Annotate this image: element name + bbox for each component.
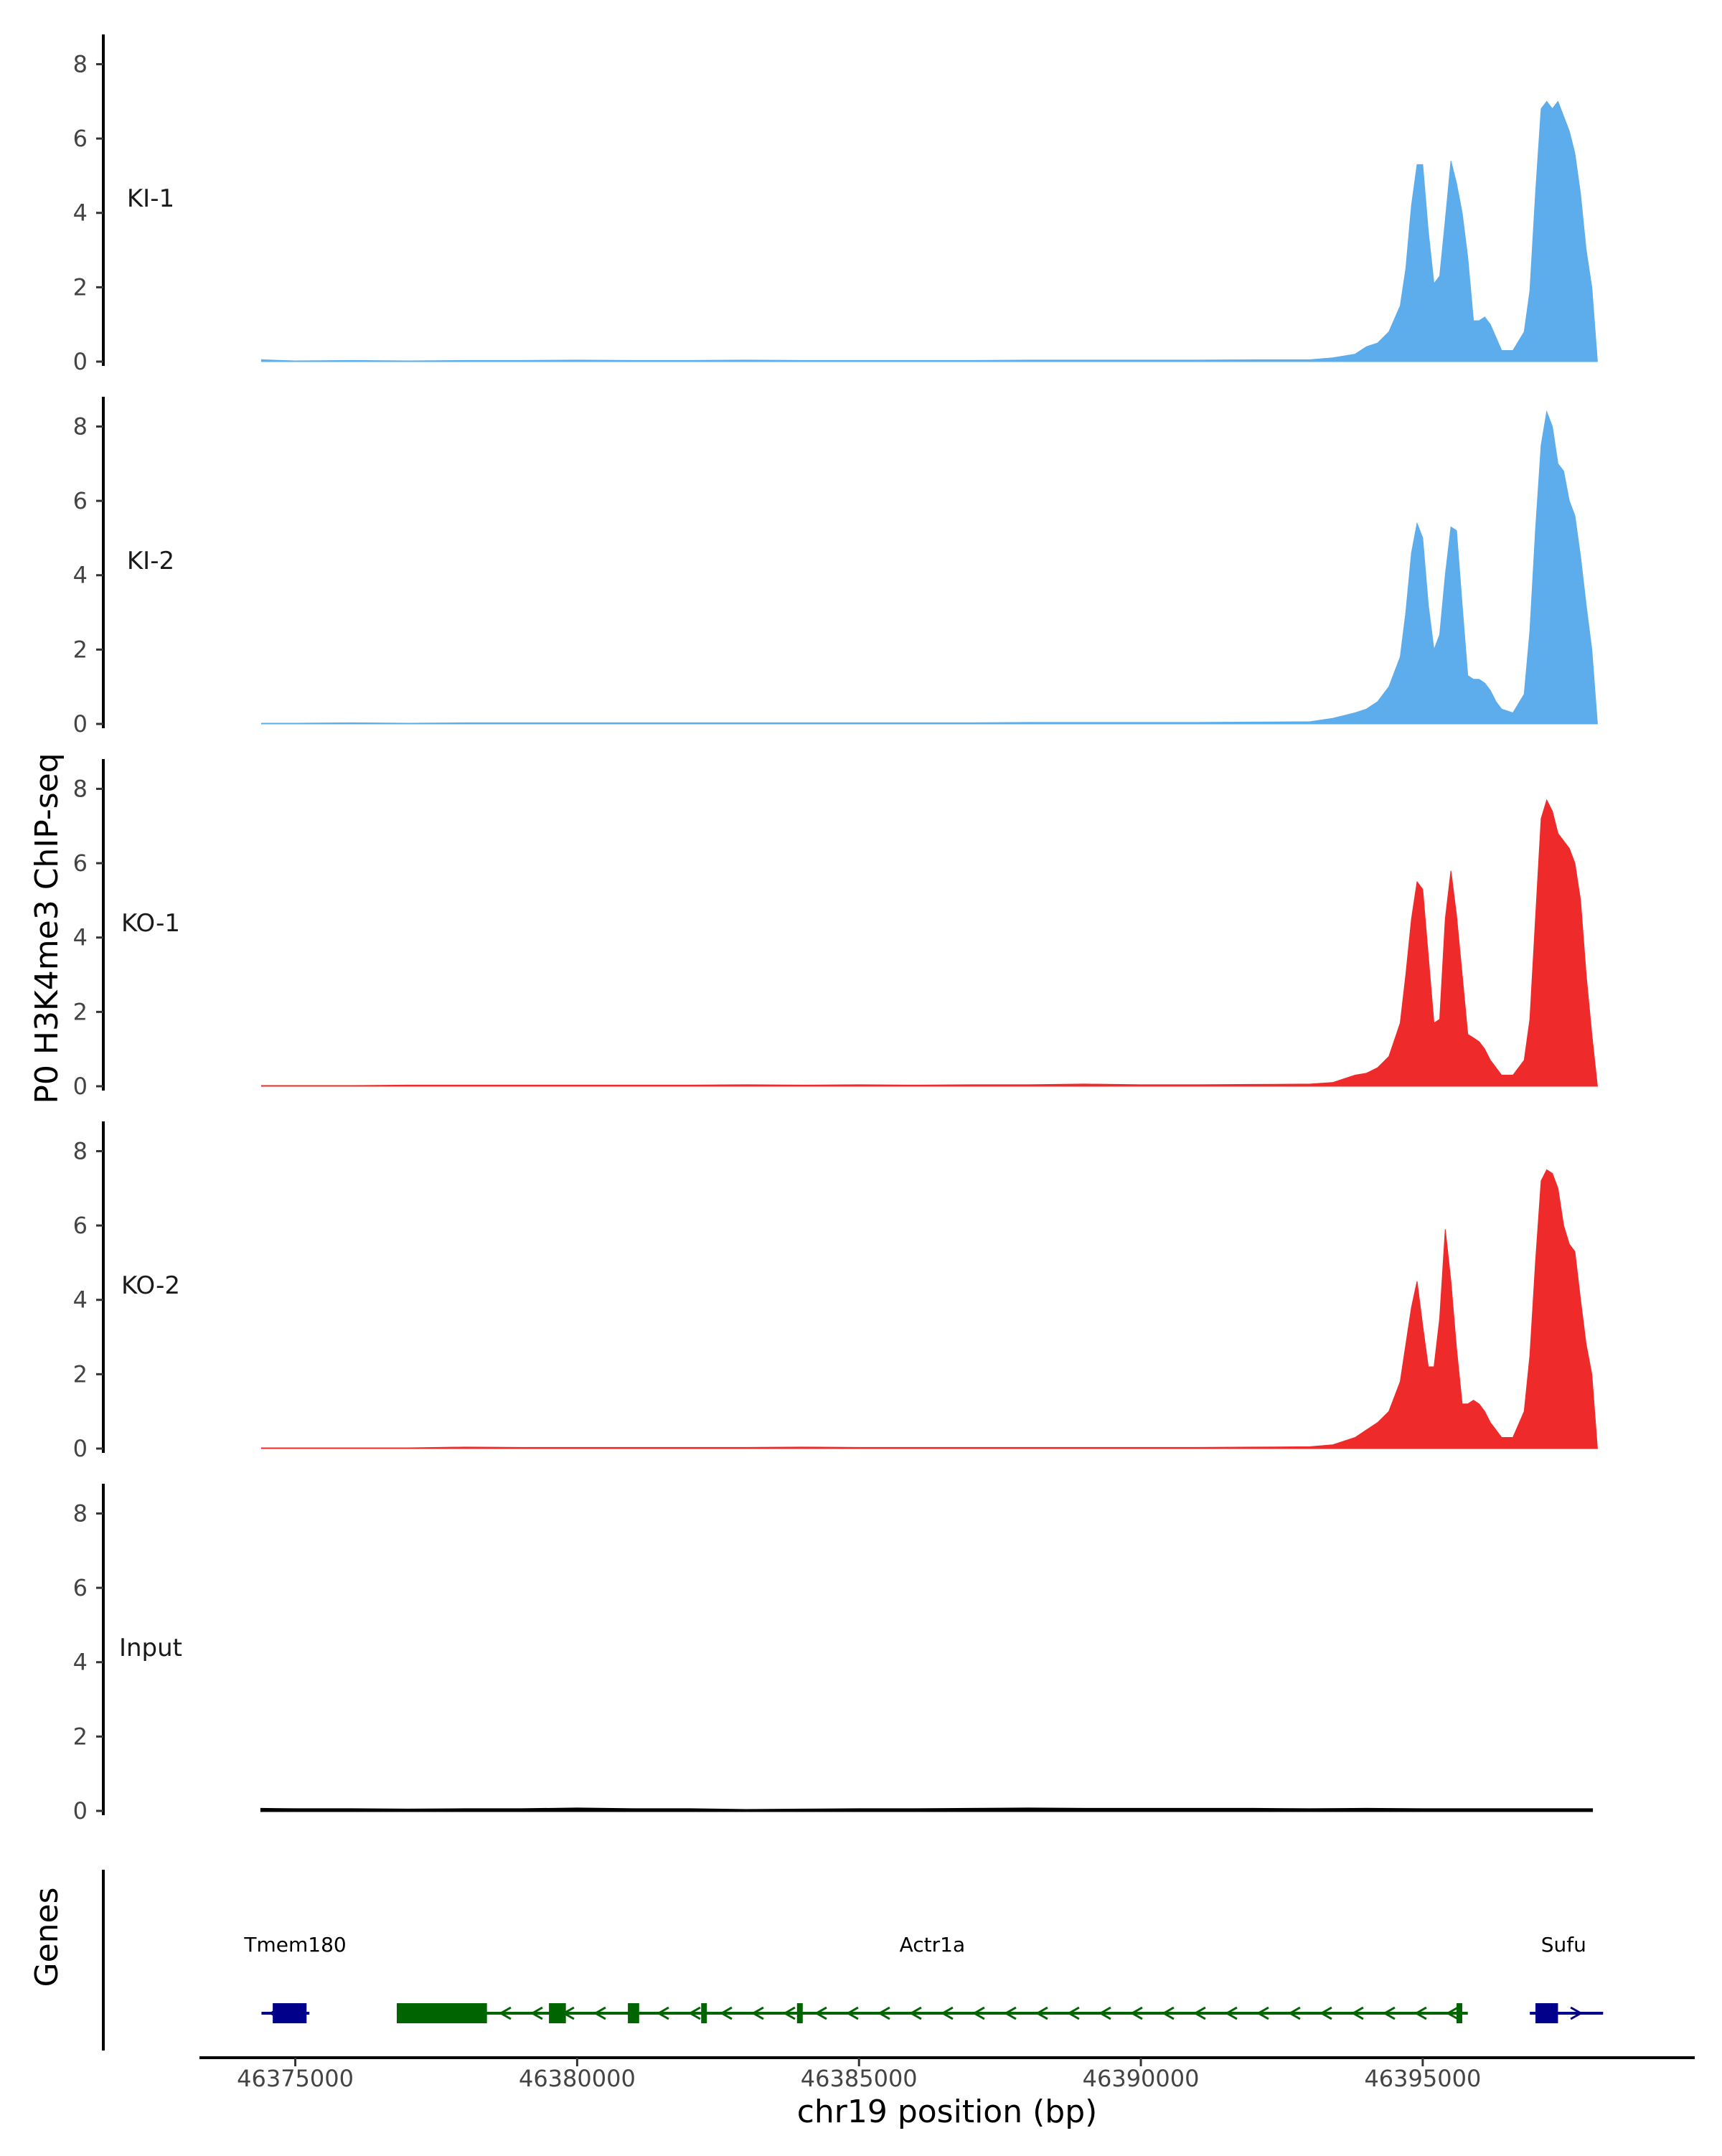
track-ko-1: 0 2 4 6 8 KO-1 (73, 759, 1598, 1100)
gene-actr1a: Actr1a (396, 1933, 1468, 2023)
strand-arrow (1098, 2006, 1111, 2020)
gene-tmem180: Tmem180 (243, 1933, 347, 2023)
y-tick-label: 2 (73, 1360, 88, 1388)
y-tick-label: 0 (73, 348, 88, 375)
strand-arrow (530, 2006, 543, 2020)
series-area-ki-1 (260, 100, 1598, 362)
gene-exon (1457, 2003, 1463, 2023)
strand-arrow (1035, 2006, 1048, 2020)
strand-arrow (719, 2006, 733, 2020)
strand-arrow (908, 2006, 922, 2020)
gene-exon (396, 2003, 487, 2023)
track-label: KI-1 (127, 184, 174, 213)
y-tick-label: 6 (73, 1574, 88, 1601)
y-tick-label: 8 (73, 413, 88, 440)
strand-arrow (593, 2006, 606, 2020)
y-tick-label: 4 (73, 924, 88, 951)
x-tick-label: 46375000 (237, 2065, 354, 2092)
strand-arrow (751, 2006, 764, 2020)
series-area-ki-2 (260, 410, 1598, 725)
y-tick-label: 8 (73, 775, 88, 802)
y-tick-label: 2 (73, 636, 88, 663)
y-tick-label: 2 (73, 998, 88, 1025)
strand-arrow (782, 2006, 796, 2020)
x-tick-label: 46385000 (801, 2065, 918, 2092)
track-label: Input (119, 1634, 182, 1662)
strand-arrow (1382, 2006, 1396, 2020)
track-label: KO-2 (121, 1271, 180, 1300)
strand-arrow (1129, 2006, 1143, 2020)
track-label: KI-2 (127, 547, 174, 575)
x-axis-title: chr19 position (bp) (797, 2094, 1098, 2130)
y-tick-label: 8 (73, 50, 88, 77)
x-axis: 46375000 46380000 46385000 46390000 46395000 (199, 2056, 1695, 2092)
y-tick-label: 2 (73, 1723, 88, 1750)
strand-arrow (1413, 2006, 1427, 2020)
strand-arrow (687, 2006, 701, 2020)
strand-arrow (814, 2006, 827, 2020)
gene-label: Sufu (1541, 1933, 1586, 1957)
strand-arrow (1066, 2006, 1080, 2020)
y-tick-label: 4 (73, 1649, 88, 1676)
strand-arrow (877, 2006, 890, 2020)
strand-arrow (1319, 2006, 1332, 2020)
x-tick-label: 46390000 (1083, 2065, 1200, 2092)
y-tick-label: 6 (73, 487, 88, 514)
track-ko-2: 0 2 4 6 8 KO-2 (73, 1121, 1598, 1462)
gene-exon (273, 2003, 307, 2023)
strand-arrow (1192, 2006, 1206, 2020)
strand-arrow (1224, 2006, 1238, 2020)
gene-exon (701, 2003, 707, 2023)
strand-arrow (1445, 2006, 1459, 2020)
strand-arrow (1003, 2006, 1017, 2020)
tracks-layer: 0 2 4 6 8 KI-1 0 2 4 6 8 KI-2 0 2 4 6 8 KO-1 0 2 4 6 8 KO-2 0 2 4 6… (73, 34, 1598, 1825)
series-area-input (260, 1807, 1594, 1812)
y-tick-label: 0 (73, 1797, 88, 1825)
y-tick-label: 6 (73, 125, 88, 152)
gene-exon (628, 2003, 639, 2023)
y-axis-title: P0 H3K4me3 ChIP-seq (29, 753, 65, 1103)
strand-arrow (845, 2006, 859, 2020)
series-area-ko-1 (260, 799, 1598, 1087)
y-tick-label: 2 (73, 273, 88, 301)
y-tick-label: 4 (73, 562, 88, 589)
gene-label: Tmem180 (243, 1933, 346, 1957)
gene-exon (796, 2003, 803, 2023)
y-tick-label: 8 (73, 1500, 88, 1527)
strand-arrow (971, 2006, 985, 2020)
gene-sufu: Sufu (1530, 1933, 1604, 2023)
track-label: KO-1 (121, 909, 180, 938)
track-ki-2: 0 2 4 6 8 KI-2 (73, 397, 1598, 738)
strand-arrow (498, 2006, 512, 2020)
x-tick-label: 46380000 (519, 2065, 636, 2092)
strand-arrow (1287, 2006, 1301, 2020)
strand-arrow (1256, 2006, 1269, 2020)
y-tick-label: 0 (73, 1073, 88, 1100)
strand-arrow (1350, 2006, 1364, 2020)
strand-arrow (940, 2006, 954, 2020)
genes-layer: Tmem180 Actr1a Sufu (102, 1870, 1604, 2051)
y-tick-label: 4 (73, 1286, 88, 1314)
y-tick-label: 0 (73, 1435, 88, 1462)
y-tick-label: 6 (73, 849, 88, 877)
y-tick-label: 6 (73, 1212, 88, 1239)
strand-arrow (1161, 2006, 1175, 2020)
track-input: 0 2 4 6 8 Input (73, 1484, 1594, 1825)
x-tick-label: 46395000 (1364, 2065, 1481, 2092)
gene-label: Actr1a (900, 1933, 966, 1957)
gene-exon (549, 2003, 566, 2023)
genes-track-title: Genes (29, 1887, 65, 1987)
y-tick-label: 8 (73, 1137, 88, 1164)
track-ki-1: 0 2 4 6 8 KI-1 (73, 34, 1598, 375)
series-area-ko-2 (260, 1169, 1598, 1449)
y-tick-label: 4 (73, 199, 88, 227)
strand-arrow (1570, 2006, 1584, 2020)
y-tick-label: 0 (73, 710, 88, 738)
strand-arrow (656, 2006, 669, 2020)
gene-exon (1535, 2003, 1558, 2023)
